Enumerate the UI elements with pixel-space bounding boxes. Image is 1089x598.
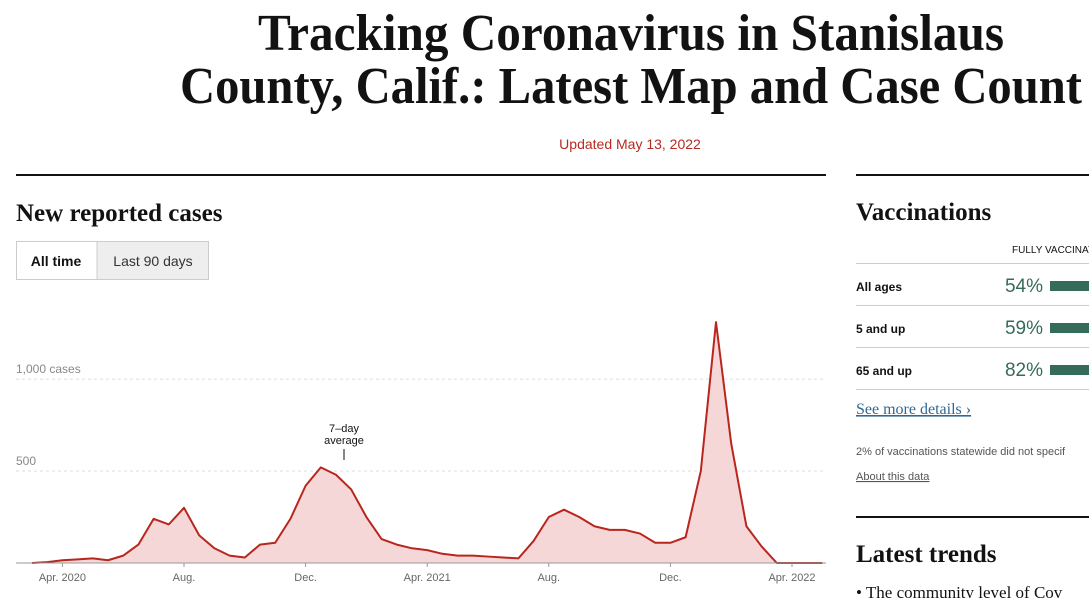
headline: County, Calif.: Latest Map and Case Coun… bbox=[180, 58, 1083, 115]
x-tick-label: Apr. 2021 bbox=[404, 572, 451, 584]
cases-chart: 500 1,000 cases Apr. 2020 Aug. Dec. Apr. 2021… bbox=[16, 321, 826, 584]
row-label: 65 and up bbox=[856, 364, 912, 378]
trend-bullet: • The community level of Cov bbox=[856, 583, 1063, 598]
section-heading: Vaccinations bbox=[856, 199, 991, 226]
x-tick-label: Apr. 2020 bbox=[39, 572, 86, 584]
line bbox=[31, 321, 823, 564]
details-link[interactable]: See more details › bbox=[856, 401, 971, 418]
x-tick-label: Dec. bbox=[659, 572, 682, 584]
vaccination-bar bbox=[1050, 365, 1089, 375]
value-label: 54% bbox=[1005, 276, 1043, 297]
x-tick-label: Dec. bbox=[294, 572, 317, 584]
value-label: 59% bbox=[1005, 318, 1043, 339]
row-label: All ages bbox=[856, 280, 902, 294]
annotation: 7–day bbox=[329, 423, 359, 435]
vaccination-bar bbox=[1050, 281, 1089, 291]
area bbox=[32, 322, 823, 563]
x-tick-label: Aug. bbox=[173, 572, 196, 584]
vaccination-table: All ages 54% 5 and up 59% 65 and up 82% bbox=[856, 263, 1089, 390]
row-label: 5 and up bbox=[856, 322, 905, 336]
tab-label[interactable]: All time bbox=[31, 253, 82, 269]
section-heading: New reported cases bbox=[16, 200, 223, 227]
annotation: average bbox=[324, 435, 364, 447]
y-tick-label: 1,000 cases bbox=[16, 362, 81, 376]
x-tick-label: Aug. bbox=[537, 572, 560, 584]
about-link[interactable]: About this data bbox=[856, 471, 930, 483]
value-label: 82% bbox=[1005, 360, 1043, 381]
updated-date: Updated May 13, 2022 bbox=[559, 136, 701, 152]
section-heading: Latest trends bbox=[856, 541, 997, 568]
vaccination-bar bbox=[1050, 323, 1089, 333]
headline: Tracking Coronavirus in Stanislaus bbox=[258, 5, 1004, 62]
column-label: FULLY VACCINAT bbox=[1012, 245, 1089, 256]
tab[interactable] bbox=[97, 242, 208, 279]
x-tick-label: Apr. 2022 bbox=[768, 572, 815, 584]
footnote: 2% of vaccinations statewide did not spe… bbox=[856, 446, 1066, 458]
y-tick-label: 500 bbox=[16, 454, 36, 468]
tab-label[interactable]: Last 90 days bbox=[113, 253, 192, 269]
